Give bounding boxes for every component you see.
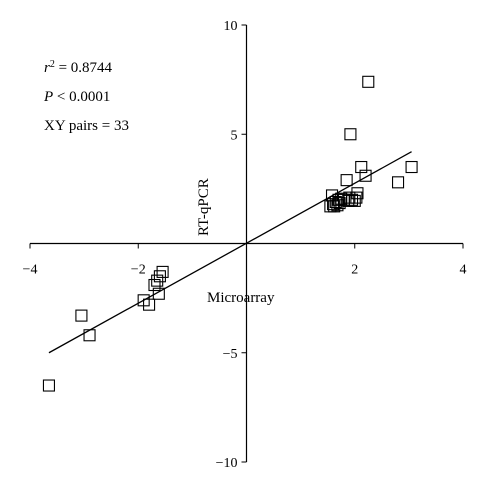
regression-line-group bbox=[49, 152, 412, 353]
y-tick-label: −10 bbox=[216, 456, 238, 471]
r-squared-annotation: r2 = 0.8744 bbox=[44, 59, 113, 77]
x-tick-label: 2 bbox=[351, 263, 358, 278]
stats-annotation: r2 = 0.8744 P < 0.0001 XY pairs = 33 bbox=[43, 59, 129, 135]
data-point bbox=[341, 175, 352, 186]
data-point bbox=[345, 129, 356, 140]
x-tick-label: 4 bbox=[460, 263, 467, 278]
regression-line bbox=[49, 152, 412, 353]
data-point bbox=[393, 177, 404, 188]
p-value-annotation: P < 0.0001 bbox=[43, 89, 110, 105]
data-point bbox=[43, 380, 54, 391]
y-tick-label: −5 bbox=[223, 347, 238, 362]
x-tick-label: −4 bbox=[23, 263, 38, 278]
data-point bbox=[84, 330, 95, 341]
data-point bbox=[76, 310, 87, 321]
xy-pairs-annotation: XY pairs = 33 bbox=[44, 118, 129, 134]
data-point bbox=[363, 76, 374, 87]
x-tick-label: −2 bbox=[131, 263, 146, 278]
y-axis-title: RT-qPCR bbox=[196, 178, 212, 236]
data-point bbox=[356, 162, 367, 173]
r-squared-value: = 0.8744 bbox=[55, 60, 113, 76]
data-point bbox=[406, 162, 417, 173]
y-tick-label: 10 bbox=[224, 19, 238, 34]
y-tick-label: 5 bbox=[231, 128, 238, 143]
x-axis-title: Microarray bbox=[207, 290, 275, 306]
p-symbol: P bbox=[43, 89, 53, 105]
p-value: < 0.0001 bbox=[53, 89, 110, 105]
